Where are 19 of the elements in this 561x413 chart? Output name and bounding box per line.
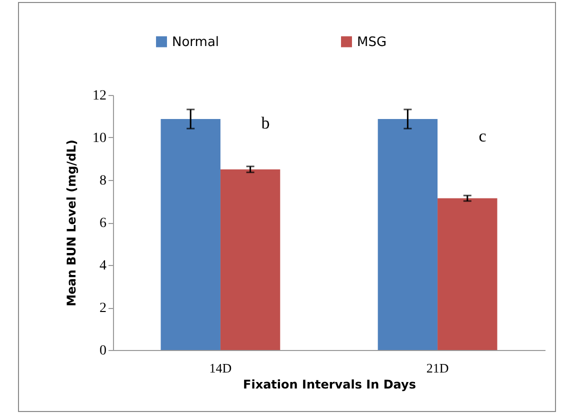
x-tick-label: 21D [426,360,449,376]
y-tick-label: 4 [100,258,106,274]
y-tick-label: 8 [100,174,106,188]
y-axis-title: Mean BUN Level (mg/dL) [64,140,78,306]
annotation: b [261,113,270,132]
y-tick-label: 0 [100,344,106,358]
y-tick-label: 12 [92,88,106,104]
y-tick-label: 6 [100,216,106,231]
x-axis-title: Fixation Intervals In Days [243,378,416,392]
legend-label: MSG [357,34,387,50]
bar [438,198,498,350]
bar [378,119,438,350]
legend-label: Normal [172,34,220,50]
x-tick-label: 14D [209,360,232,376]
annotation: c [478,126,487,146]
bar [220,169,280,350]
bar [160,119,220,350]
y-tick-label: 2 [100,301,106,316]
y-tick-label: 10 [92,131,106,146]
